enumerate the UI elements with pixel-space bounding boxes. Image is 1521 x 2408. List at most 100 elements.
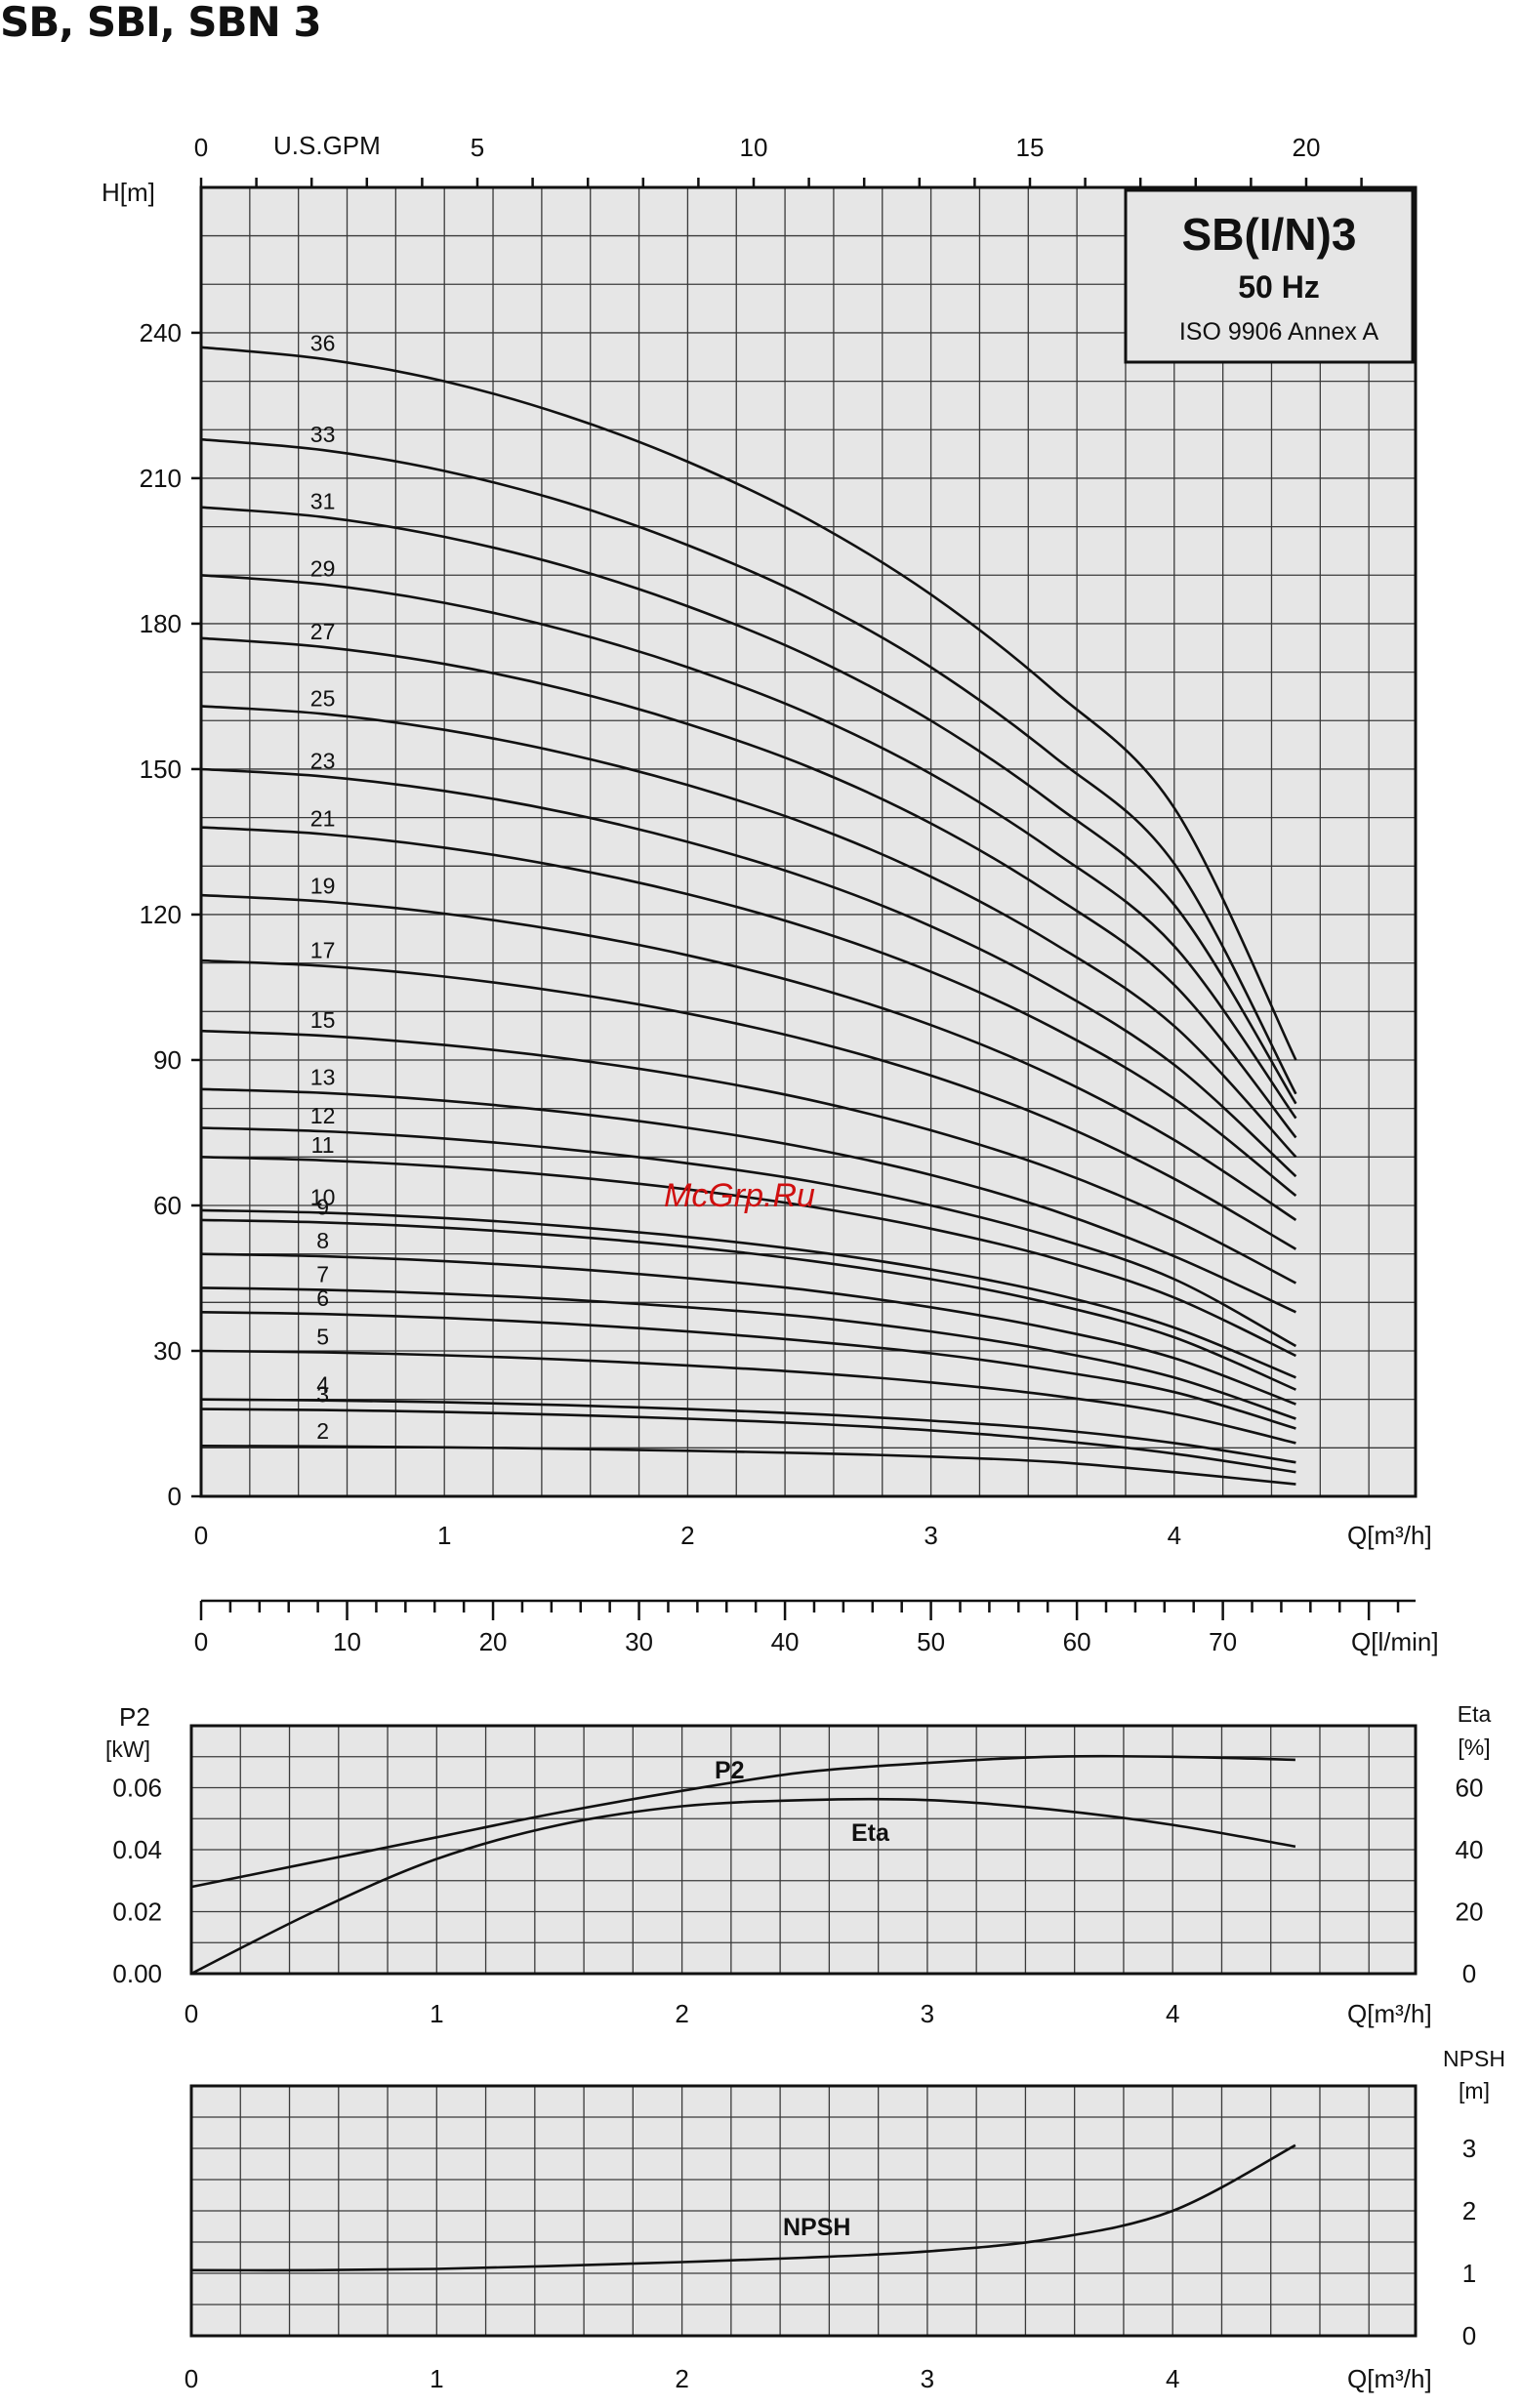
head-curve-label: 8 xyxy=(316,1228,329,1253)
npsh-x-tick-label: 2 xyxy=(675,2364,688,2393)
power-y-tick-label: 0.04 xyxy=(112,1835,162,1864)
head-curve-label: 5 xyxy=(316,1324,329,1349)
npsh-y-tick-label: 1 xyxy=(1462,2259,1476,2288)
lmin-tick-label: 30 xyxy=(625,1627,653,1656)
power-y-tick-label: 0.06 xyxy=(112,1774,162,1803)
p2-curve-label: P2 xyxy=(715,1757,745,1784)
head-curve-3-stages xyxy=(200,1408,1296,1474)
head-curve-label: 19 xyxy=(310,874,336,899)
head-curve-17-stages xyxy=(200,959,1297,1250)
power-grid xyxy=(191,1726,1416,1974)
eta-y-tick-label: 60 xyxy=(1456,1774,1484,1803)
head-x-tick-label: 0 xyxy=(194,1521,208,1550)
head-curve-label: 6 xyxy=(316,1286,329,1311)
head-curve-label: 21 xyxy=(310,806,336,832)
head-curve-11-stages xyxy=(200,1156,1296,1358)
head-curve-label: 13 xyxy=(310,1065,336,1090)
head-curve-label: 10 xyxy=(310,1184,336,1209)
npsh-y-axis-unit: [m] xyxy=(1459,2078,1490,2103)
power-curves: P2 Eta xyxy=(190,1754,1296,1976)
power-y-tick-label: 0.02 xyxy=(112,1898,162,1927)
power-x-tick-label: 2 xyxy=(675,1999,688,2028)
head-curve-21-stages xyxy=(200,826,1297,1198)
head-curve-label: 2 xyxy=(316,1418,329,1444)
npsh-curve xyxy=(190,2143,1296,2272)
power-y-axis-unit: [kW] xyxy=(105,1736,150,1762)
head-curve-33-stages xyxy=(200,437,1297,1095)
head-curve-23-stages xyxy=(200,767,1297,1178)
head-curves xyxy=(200,346,1297,1486)
head-curve-label: 4 xyxy=(316,1372,329,1398)
head-curve-8-stages xyxy=(200,1252,1296,1406)
power-x-tick-label: 3 xyxy=(921,1999,934,2028)
head-curve-19-stages xyxy=(200,893,1297,1221)
head-x-tick-label: 1 xyxy=(437,1521,451,1550)
head-y-tick-label: 150 xyxy=(140,755,182,784)
power-y-tick-label: 0.00 xyxy=(112,1959,162,1988)
head-x-tick-label: 2 xyxy=(680,1521,694,1550)
power-x-axis-label: Q[m³/h] xyxy=(1347,1999,1432,2028)
head-curve-10-stages xyxy=(200,1208,1296,1379)
power-x-tick-label: 4 xyxy=(1166,1999,1179,2028)
watermark-text: McGrp.Ru xyxy=(664,1177,815,1214)
head-y-tick-label: 120 xyxy=(140,900,182,929)
npsh-curves: NPSH xyxy=(190,2143,1296,2272)
npsh-grid xyxy=(191,2086,1416,2336)
npsh-curve-label: NPSH xyxy=(783,2214,850,2241)
npsh-y-axis-label: NPSH xyxy=(1443,2046,1505,2071)
eta-curve-label: Eta xyxy=(851,1819,890,1847)
head-plot-area xyxy=(201,187,1416,1496)
lmin-tick-label: 70 xyxy=(1209,1627,1237,1656)
power-plot-frame xyxy=(189,1724,1418,1976)
legend-box: SB(I/N)3 50 Hz ISO 9906 Annex A xyxy=(1124,188,1415,364)
head-y-tick-label: 60 xyxy=(153,1191,182,1220)
head-y-tick-label: 90 xyxy=(153,1045,182,1075)
head-curve-label: 17 xyxy=(310,938,336,963)
head-y-tick-label: 0 xyxy=(168,1482,182,1511)
head-y-axis-label: H[m] xyxy=(102,178,155,207)
head-x-tick-label: 4 xyxy=(1168,1521,1181,1550)
power-chart: P2 Eta 0.00 0.02 0.04 0.06 0 20 40 60 0 1 2 3 4 Q[m³/h… xyxy=(105,1701,1491,2028)
npsh-x-tick-label: 0 xyxy=(185,2364,198,2393)
power-x-tick-label: 0 xyxy=(185,1999,198,2028)
head-curve-27-stages xyxy=(200,636,1297,1139)
lmin-tick-label: 50 xyxy=(917,1627,945,1656)
legend-standard: ISO 9906 Annex A xyxy=(1179,318,1379,346)
head-x-tick-label: 3 xyxy=(924,1521,937,1550)
head-y-tick-label: 180 xyxy=(140,609,182,638)
head-curve-9-stages xyxy=(200,1218,1296,1391)
head-curve-15-stages xyxy=(200,1029,1296,1285)
p2-curve xyxy=(190,1754,1295,1889)
head-x-axis-label: Q[m³/h] xyxy=(1347,1521,1432,1550)
legend-model: SB(I/N)3 xyxy=(1182,209,1357,260)
gpm-axis-label: U.S.GPM xyxy=(273,131,381,160)
head-curve-4-stages xyxy=(200,1398,1296,1464)
head-curve-2-stages xyxy=(200,1445,1296,1486)
gpm-tick-label: 20 xyxy=(1293,133,1321,162)
lmin-tick-label: 10 xyxy=(333,1627,361,1656)
head-curve-label: 15 xyxy=(310,1007,336,1033)
head-curve-5-stages xyxy=(200,1349,1296,1445)
head-curve-label: 9 xyxy=(316,1194,329,1219)
head-curve-36-stages xyxy=(200,346,1297,1061)
lmin-axis: 0 10 20 30 40 50 60 70 Q[l/min] xyxy=(194,1599,1439,1656)
power-y-axis-label: P2 xyxy=(119,1702,150,1732)
eta-y-tick-label: 40 xyxy=(1456,1835,1484,1864)
head-curve-label: 25 xyxy=(310,685,336,711)
npsh-chart: NPSH 0 1 2 3 0 1 2 3 4 Q[m³/h] NPSH [m] xyxy=(185,2046,1505,2393)
npsh-x-tick-label: 1 xyxy=(430,2364,443,2393)
power-x-tick-label: 1 xyxy=(430,1999,443,2028)
npsh-axes: 0 1 2 3 0 1 2 3 4 Q[m³/h] NPSH [m] xyxy=(185,2046,1505,2393)
npsh-x-tick-label: 4 xyxy=(1166,2364,1179,2393)
eta-y-tick-label: 0 xyxy=(1462,1959,1476,1988)
eta-curve xyxy=(190,1797,1296,1976)
legend-frequency: 50 Hz xyxy=(1238,269,1320,305)
eta-y-tick-label: 20 xyxy=(1456,1898,1484,1927)
gpm-tick-label: 0 xyxy=(194,133,208,162)
npsh-x-tick-label: 3 xyxy=(921,2364,934,2393)
head-y-tick-label: 30 xyxy=(153,1336,182,1366)
